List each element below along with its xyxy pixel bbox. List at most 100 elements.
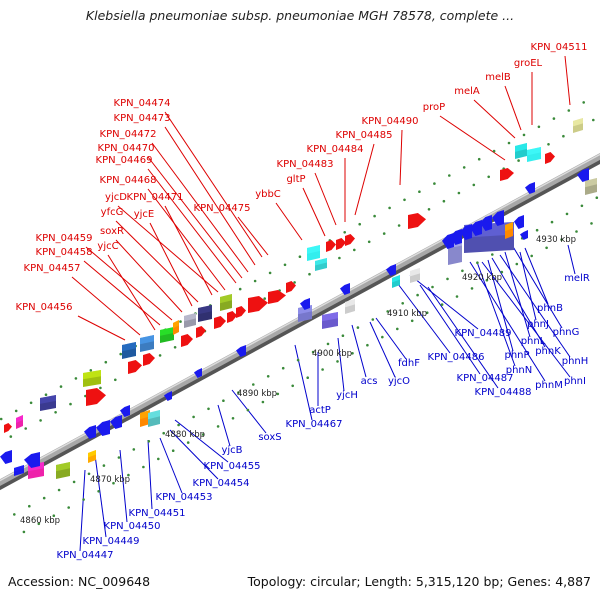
gene-feature-reverse (322, 312, 338, 329)
gene-label-reverse: phnH (562, 356, 589, 367)
gene-arrow-forward (196, 326, 206, 338)
label-leader-line (147, 156, 243, 279)
scale-tick-label: 4890 kbp (237, 389, 277, 399)
gene-arrow-reverse (84, 425, 96, 439)
label-leader-line (369, 321, 396, 378)
gene-arrow-reverse (24, 452, 40, 468)
gene-arrow-forward (336, 238, 346, 250)
gene-feature-reverse (88, 450, 96, 463)
scale-dot (157, 457, 160, 461)
gene-arrow-forward (500, 168, 514, 181)
gene-arrow-forward (227, 311, 237, 323)
genome-stats-text: Topology: circular; Length: 5,315,120 bp… (247, 574, 591, 589)
label-leader-line (164, 205, 213, 296)
scale-dot (351, 352, 354, 355)
scale-dot (336, 360, 339, 363)
gene-label-forward: ybbC (255, 189, 281, 200)
scale-dot (522, 133, 526, 137)
gene-feature-reverse (148, 410, 160, 427)
scale-dot (470, 287, 474, 290)
scale-dot (162, 431, 165, 435)
gene-arrow-reverse (520, 230, 528, 240)
gene-label-reverse: soxS (258, 432, 281, 443)
scale-dot (371, 318, 375, 321)
gene-arrow-forward (143, 353, 155, 366)
scale-dot (433, 182, 436, 185)
scale-dot (550, 220, 554, 224)
scale-dot (246, 408, 250, 412)
gene-label-forward: gltP (286, 174, 305, 185)
scale-dot (575, 230, 578, 233)
scale-dot (298, 255, 302, 258)
scale-dot (356, 326, 360, 329)
scale-dot (13, 513, 16, 516)
label-leader-line (481, 261, 571, 378)
label-leader-line (302, 187, 326, 237)
gene-label-forward: KPN_04459 (36, 233, 93, 244)
gene-label-forward: KPN_04456 (16, 302, 73, 313)
gene-feature-reverse (140, 410, 150, 427)
scale-dot (117, 456, 121, 459)
label-leader-line (427, 286, 499, 389)
gene-label-forward: yjcE (134, 209, 155, 220)
scale-dot (74, 377, 78, 380)
gene-label-forward: KPN_04472 (100, 129, 157, 140)
label-leader-line (79, 469, 86, 552)
label-leader-line (354, 143, 375, 216)
label-leader-line (314, 172, 337, 226)
gene-feature-forward (307, 245, 320, 261)
gene-arrow-reverse (340, 283, 350, 295)
scale-dot (171, 449, 175, 453)
scale-dot (485, 278, 489, 282)
scale-dot (89, 369, 93, 372)
gene-label-reverse: KPN_04455 (204, 461, 261, 472)
scale-dot (530, 254, 533, 258)
scale-dot (261, 400, 265, 404)
scale-dot (455, 295, 459, 298)
label-leader-line (151, 142, 249, 273)
map-title: Klebsiella pneumoniae subsp. pneumoniae … (85, 8, 515, 23)
gene-label-reverse: phnG (553, 327, 580, 338)
gene-label-reverse: fdhF (398, 358, 420, 369)
scale-dot (477, 157, 481, 161)
scale-dot (29, 401, 33, 405)
gene-arrow-reverse (386, 264, 396, 276)
gene-label-forward: KPN_04457 (24, 263, 81, 274)
label-leader-line (174, 419, 229, 463)
label-leader-line (504, 251, 531, 338)
gene-label-forward: soxR (100, 226, 124, 237)
scale-dot (517, 159, 520, 162)
gene-arrow-forward (128, 360, 142, 374)
scale-dot (207, 407, 210, 411)
label-leader-line (159, 437, 183, 494)
scale-dot (457, 191, 461, 195)
scale-ticks: 4860 kbp 4870 kbp 4880 kbp 4890 kbp 4900 kbp… (20, 235, 576, 526)
label-leader-line (469, 261, 546, 382)
gene-arrow-reverse (194, 368, 202, 378)
scale-dot (565, 212, 569, 216)
scale-dot (338, 256, 341, 260)
gene-label-reverse: phnI (564, 376, 586, 387)
gene-label-forward: KPN_04475 (194, 203, 251, 214)
scale-dot (67, 506, 70, 509)
scale-dot (562, 134, 565, 138)
scale-dot (592, 118, 595, 122)
scale-dot (373, 214, 376, 218)
scale-dot (222, 399, 225, 403)
label-leader-line (77, 315, 126, 341)
scale-dot (552, 117, 556, 120)
gene-arrow-reverse (525, 182, 535, 194)
scale-dot (446, 277, 449, 281)
label-leader-line (147, 439, 153, 510)
gene-arrow-forward (86, 388, 106, 406)
gene-label-reverse: KPN_04451 (129, 508, 186, 519)
gene-arrow-reverse (120, 405, 130, 417)
label-leader-line (217, 404, 231, 447)
gene-feature-reverse (392, 275, 400, 288)
scale-dot (72, 480, 76, 484)
scale-dot (442, 199, 446, 203)
label-leader-line (511, 244, 563, 329)
label-leader-line (275, 202, 303, 241)
scale-dot (231, 417, 235, 420)
